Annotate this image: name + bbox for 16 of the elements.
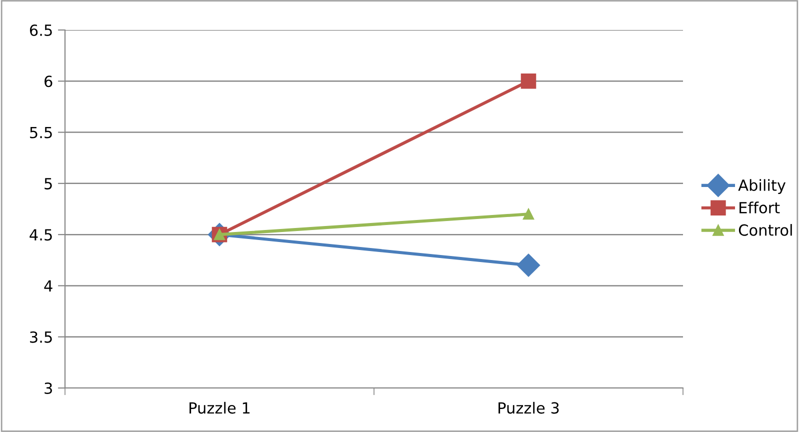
legend-label: Control <box>738 224 792 236</box>
x-tick-label: Puzzle 3 <box>498 402 559 414</box>
y-tick-label: 3.5 <box>30 331 52 343</box>
legend-label: Ability <box>738 179 786 194</box>
y-tick-label: 6 <box>44 76 52 88</box>
y-tick-label: 3 <box>44 382 52 394</box>
x-tick-label: Puzzle 1 <box>190 402 250 414</box>
legend-label: Effort <box>740 202 780 214</box>
y-tick-label: 6.5 <box>30 24 52 36</box>
y-tick-label: 5.5 <box>30 126 52 138</box>
y-tick-label: 5 <box>44 178 52 190</box>
point <box>517 254 540 277</box>
y-tick-label: 4 <box>44 280 52 292</box>
point <box>522 208 534 220</box>
y-tick-label: 4.5 <box>30 229 52 241</box>
point <box>520 74 536 89</box>
